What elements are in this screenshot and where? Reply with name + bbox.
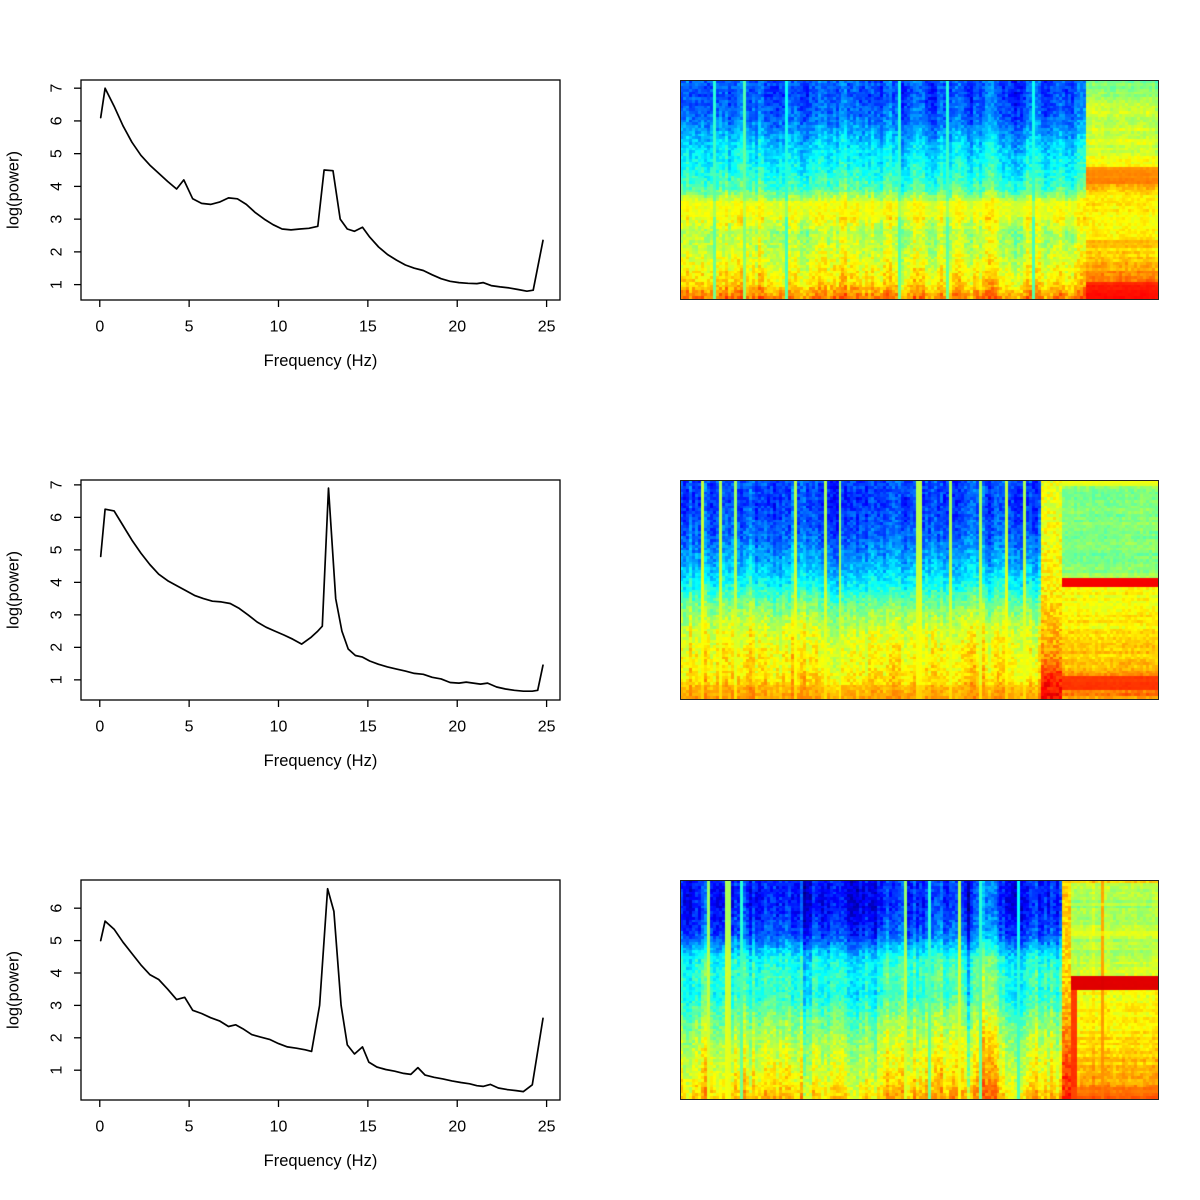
svg-text:15: 15 (359, 319, 377, 336)
svg-text:2: 2 (49, 643, 66, 652)
svg-text:5: 5 (185, 1119, 194, 1136)
svg-text:3: 3 (49, 610, 66, 619)
svg-text:0: 0 (95, 719, 104, 736)
svg-text:1: 1 (49, 280, 66, 289)
svg-text:0: 0 (95, 319, 104, 336)
spectrogram-2 (680, 480, 1159, 700)
svg-text:5: 5 (185, 719, 194, 736)
spectrogram-panel-1 (600, 0, 1200, 400)
svg-text:4: 4 (49, 968, 66, 977)
svg-text:7: 7 (49, 84, 66, 93)
x-axis-title: Frequency (Hz) (263, 752, 378, 770)
spectrogram-1 (680, 80, 1159, 300)
svg-text:15: 15 (359, 719, 377, 736)
figure-row-3: 0 5 10 15 20 25 1 2 3 4 5 6 Frequency (Hz) log(powe… (0, 800, 1200, 1200)
svg-text:5: 5 (49, 149, 66, 158)
svg-text:10: 10 (270, 319, 288, 336)
svg-text:3: 3 (49, 215, 66, 224)
figure-row-1: 0 5 10 15 20 25 1 2 3 4 5 6 7 Frequency (Hz) log(pow… (0, 0, 1200, 400)
svg-text:2: 2 (49, 247, 66, 256)
svg-text:25: 25 (538, 1119, 556, 1136)
svg-text:2: 2 (49, 1033, 66, 1042)
psd-chart-3: 0 5 10 15 20 25 1 2 3 4 5 6 (49, 879, 561, 1136)
spectrogram-3 (680, 880, 1159, 1100)
svg-text:0: 0 (95, 1119, 104, 1136)
svg-text:1: 1 (49, 1066, 66, 1075)
svg-text:25: 25 (538, 319, 556, 336)
spectrogram-panel-3 (600, 800, 1200, 1200)
svg-text:4: 4 (49, 578, 66, 587)
svg-text:5: 5 (49, 936, 66, 945)
x-axis-title: Frequency (Hz) (263, 1152, 378, 1170)
psd-panel-3: 0 5 10 15 20 25 1 2 3 4 5 6 Frequency (Hz) log(powe… (0, 800, 600, 1200)
svg-text:25: 25 (538, 719, 556, 736)
svg-text:20: 20 (448, 1119, 466, 1136)
svg-text:7: 7 (49, 480, 66, 489)
svg-text:5: 5 (185, 319, 194, 336)
spectrogram-panel-2 (600, 400, 1200, 800)
svg-text:20: 20 (448, 719, 466, 736)
svg-text:10: 10 (270, 719, 288, 736)
svg-text:10: 10 (270, 1119, 288, 1136)
svg-text:5: 5 (49, 545, 66, 554)
psd-panel-1: 0 5 10 15 20 25 1 2 3 4 5 6 7 Frequency (Hz) log(pow… (0, 0, 600, 400)
psd-chart-1: 0 5 10 15 20 25 1 2 3 4 5 6 7 (49, 79, 561, 336)
svg-text:6: 6 (49, 513, 66, 522)
figure-row-2: 0 5 10 15 20 25 1 2 3 4 5 6 7 Frequency (Hz) log(pow… (0, 400, 1200, 800)
psd-panel-2: 0 5 10 15 20 25 1 2 3 4 5 6 7 Frequency (Hz) log(pow… (0, 400, 600, 800)
svg-text:4: 4 (49, 182, 66, 191)
svg-text:20: 20 (448, 319, 466, 336)
svg-text:1: 1 (49, 675, 66, 684)
psd-chart-2: 0 5 10 15 20 25 1 2 3 4 5 6 7 (49, 479, 561, 736)
svg-text:6: 6 (49, 116, 66, 125)
svg-text:15: 15 (359, 1119, 377, 1136)
x-axis-title: Frequency (Hz) (263, 352, 378, 370)
svg-text:6: 6 (49, 904, 66, 913)
svg-text:3: 3 (49, 1001, 66, 1010)
